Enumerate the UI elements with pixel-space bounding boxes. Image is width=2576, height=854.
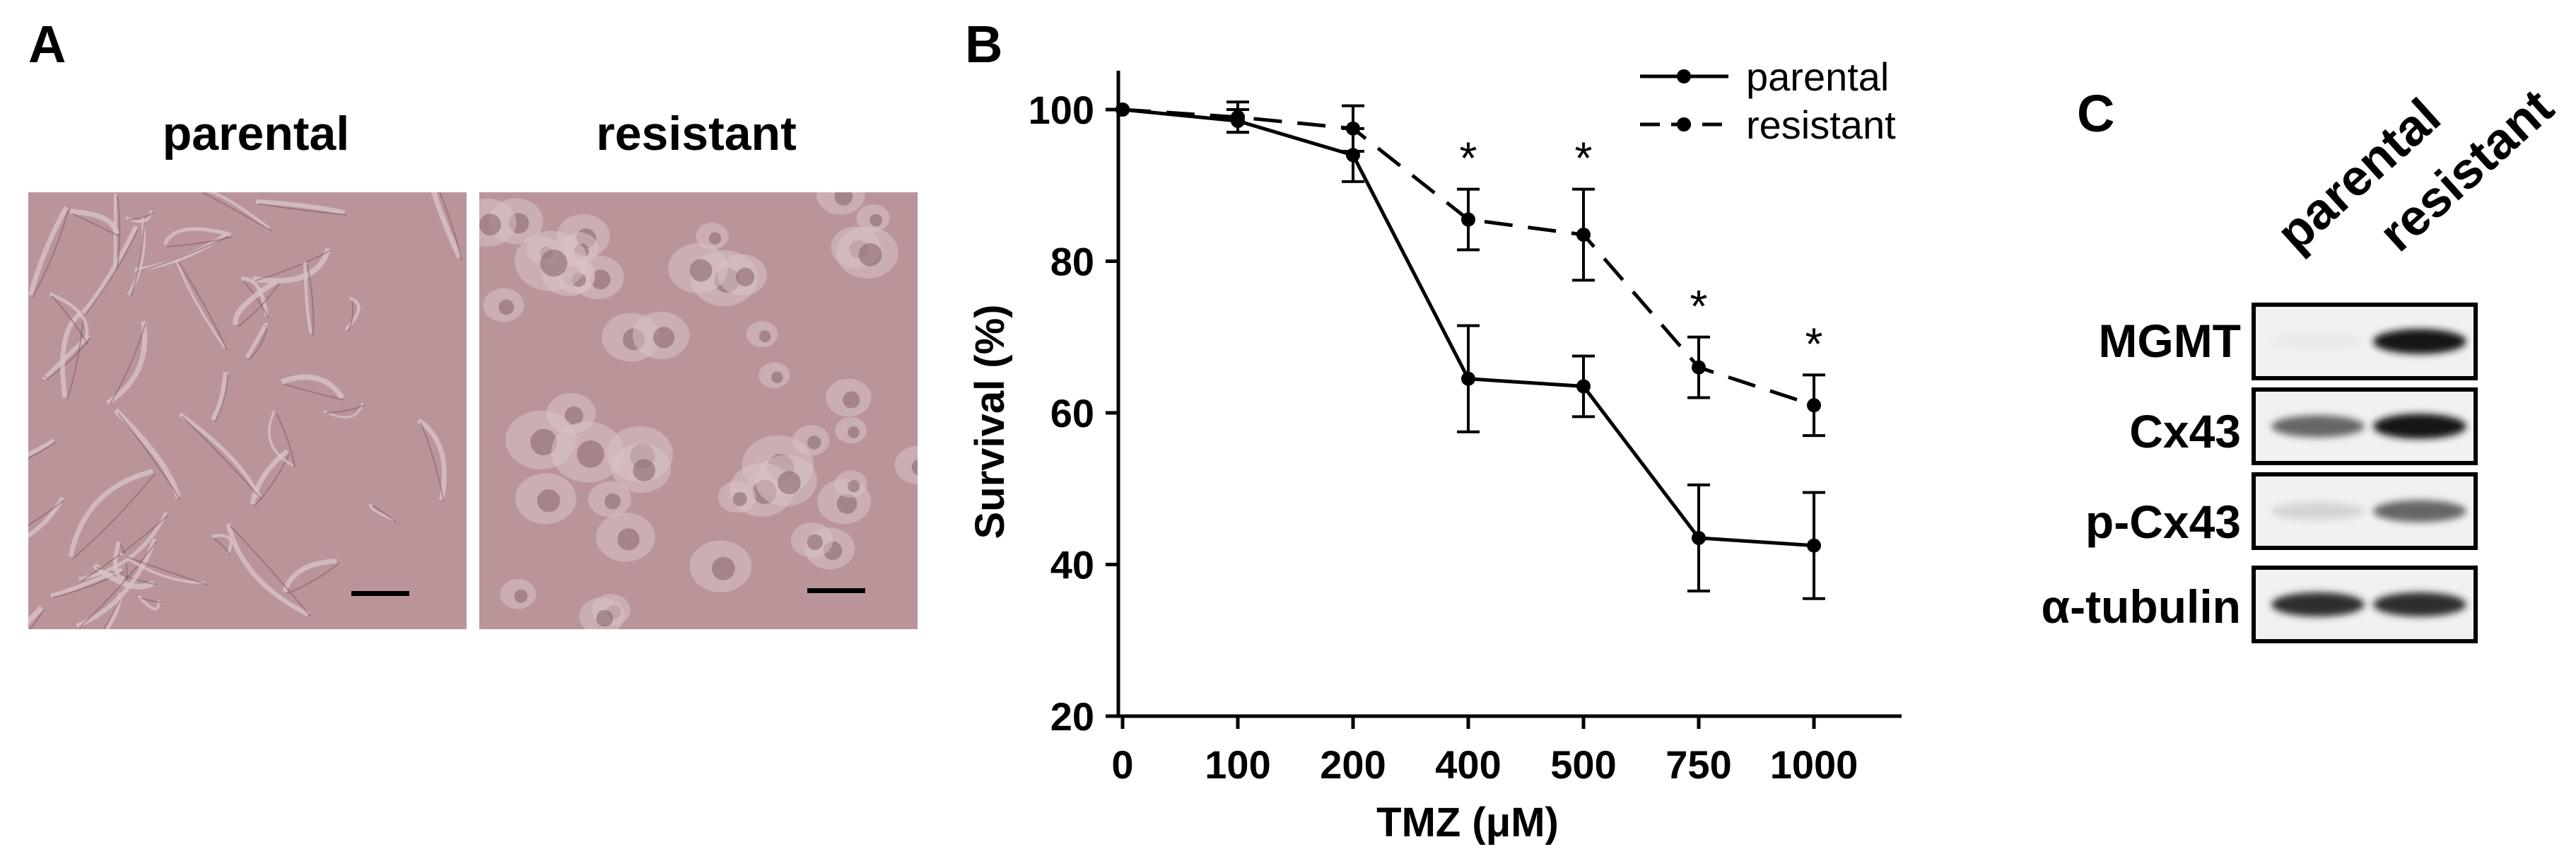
band-lane-1 — [2271, 502, 2365, 520]
legend-label-parental: parental — [1746, 54, 1889, 99]
y-axis-label: Survival (%) — [967, 305, 1013, 539]
blot-alpha-tubulin — [2252, 566, 2478, 643]
panel-a-title-parental: parental — [162, 107, 350, 160]
significance-asterisk: * — [1460, 133, 1477, 184]
y-tick-label: 80 — [1050, 240, 1094, 284]
data-point-parental — [1576, 379, 1591, 394]
blot-label-p-cx43: p-Cx43 — [2085, 496, 2241, 548]
data-point-resistant — [1231, 110, 1245, 124]
band-lane-2 — [2373, 329, 2466, 354]
x-tick-label: 500 — [1550, 742, 1616, 787]
data-point-resistant — [1461, 212, 1475, 227]
scale-bar-parental — [351, 591, 409, 596]
data-point-resistant — [1807, 398, 1821, 413]
panel-b-letter: B — [965, 15, 1003, 74]
x-tick-label: 0 — [1111, 742, 1133, 787]
band-lane-2 — [2373, 500, 2466, 522]
blot-cx43 — [2252, 387, 2478, 465]
data-point-parental — [1807, 538, 1821, 553]
micrograph-parental — [28, 192, 467, 629]
blot-label-alpha-tubulin: α-tubulin — [2041, 580, 2241, 633]
data-point-parental — [1461, 371, 1475, 386]
legend-marker-parental — [1677, 69, 1691, 83]
panel-c-letter: C — [2077, 84, 2115, 143]
x-tick-label: 1000 — [1770, 742, 1858, 787]
y-tick-label: 60 — [1050, 391, 1094, 435]
band-lane-2 — [2373, 414, 2466, 439]
scale-bar-resistant — [807, 588, 865, 593]
data-point-parental — [1692, 530, 1706, 545]
panel-a-letter: A — [28, 15, 66, 74]
band-lane-1 — [2271, 332, 2365, 351]
blot-label-cx43: Cx43 — [2129, 405, 2241, 457]
data-point-resistant — [1576, 227, 1591, 242]
x-tick-label: 400 — [1435, 742, 1501, 787]
x-tick-label: 100 — [1205, 742, 1270, 787]
panel-a-title-resistant: resistant — [596, 107, 797, 160]
micrograph-resistant — [479, 192, 918, 629]
band-lane-1 — [2271, 415, 2365, 438]
x-tick-label: 750 — [1665, 742, 1731, 787]
significance-asterisk: * — [1575, 133, 1593, 184]
data-point-resistant — [1346, 121, 1360, 136]
y-tick-label: 20 — [1050, 694, 1094, 739]
legend-label-resistant: resistant — [1746, 103, 1896, 147]
data-point-resistant — [1116, 103, 1130, 117]
data-point-resistant — [1692, 360, 1706, 375]
y-tick-label: 100 — [1029, 88, 1094, 132]
y-tick-label: 40 — [1050, 543, 1094, 587]
band-lane-2 — [2373, 592, 2466, 617]
blot-label-mgmt: MGMT — [2098, 315, 2241, 367]
blot-p-cx43 — [2252, 472, 2478, 550]
x-tick-label: 200 — [1320, 742, 1386, 787]
band-lane-1 — [2271, 592, 2365, 617]
x-axis-label: TMZ (μM) — [1376, 800, 1559, 846]
blot-mgmt — [2252, 303, 2478, 380]
legend-marker-resistant — [1677, 117, 1691, 131]
significance-asterisk: * — [1690, 281, 1708, 332]
significance-asterisk: * — [1805, 318, 1823, 369]
